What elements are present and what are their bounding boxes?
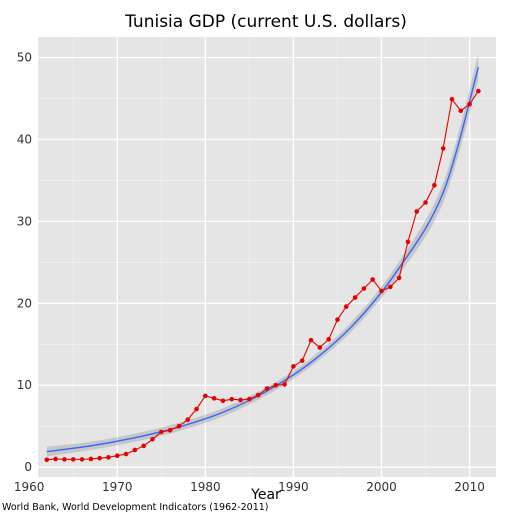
observed-point — [370, 277, 375, 282]
source-caption: World Bank, World Development Indicators… — [2, 502, 269, 512]
observed-point — [379, 288, 384, 294]
observed-point — [203, 393, 208, 399]
observed-point — [467, 101, 472, 107]
observed-point — [114, 453, 120, 458]
x-tick-label: 2000 — [366, 480, 397, 494]
observed-point — [396, 275, 402, 281]
y-tick-label: 40 — [17, 132, 32, 146]
observed-point — [106, 455, 111, 460]
y-tick-label: 50 — [17, 50, 32, 64]
observed-point — [123, 451, 129, 457]
observed-point — [229, 396, 235, 402]
x-axis-ticks: 1960 1970 1980 1990 2000 2010 — [14, 480, 485, 494]
observed-point — [388, 284, 393, 290]
fit-line — [46, 67, 480, 453]
observed-point — [150, 437, 155, 442]
observed-point — [62, 457, 67, 462]
observed-point — [176, 423, 182, 429]
fit-line-layer — [46, 67, 480, 453]
observed-point — [273, 382, 279, 388]
observed-point — [53, 456, 58, 462]
x-tick-label: 1980 — [190, 480, 221, 494]
observed-point — [405, 239, 411, 245]
observed-point — [97, 455, 102, 461]
observed-point — [220, 398, 226, 404]
observed-point — [238, 397, 243, 403]
minor-gridlines — [38, 37, 496, 477]
observed-point — [159, 429, 164, 435]
chart-title: Tunisia GDP (current U.S. dollars) — [124, 12, 407, 32]
observed-series-layer — [44, 88, 481, 463]
observed-point — [317, 345, 323, 350]
y-tick-label: 20 — [17, 296, 32, 310]
observed-point — [449, 96, 455, 102]
observed-point — [132, 447, 138, 453]
y-axis-ticks: 0 10 20 30 40 50 — [17, 50, 32, 474]
x-axis-label: Year — [250, 487, 281, 503]
observed-point — [88, 456, 94, 462]
observed-point — [440, 146, 446, 151]
plot-panel — [38, 37, 496, 477]
x-tick-label: 1970 — [102, 480, 133, 494]
observed-point — [414, 209, 420, 214]
observed-point — [255, 392, 261, 398]
observed-point — [458, 108, 464, 114]
observed-point — [423, 200, 428, 205]
observed-point — [44, 457, 50, 463]
y-tick-label: 0 — [24, 460, 32, 474]
observed-point — [361, 286, 367, 291]
observed-point — [352, 295, 358, 300]
observed-point — [282, 382, 287, 387]
observed-point — [335, 317, 340, 322]
y-tick-label: 30 — [17, 214, 32, 228]
observed-point — [70, 457, 76, 462]
observed-point — [211, 396, 217, 401]
observed-point — [476, 88, 481, 94]
x-tick-label: 1960 — [14, 480, 45, 494]
observed-point — [299, 358, 305, 363]
observed-point — [308, 337, 314, 343]
observed-point — [343, 304, 349, 309]
x-tick-label: 1990 — [278, 480, 309, 494]
observed-point — [432, 183, 437, 188]
observed-point — [194, 406, 199, 412]
observed-point — [247, 396, 252, 402]
observed-point — [167, 427, 173, 433]
observed-point — [326, 337, 331, 342]
observed-point — [185, 417, 191, 422]
observed-point — [79, 457, 85, 462]
major-gridlines — [38, 37, 496, 477]
observed-point — [264, 386, 270, 391]
y-tick-label: 10 — [17, 378, 32, 392]
observed-point — [291, 364, 296, 369]
observed-point — [141, 443, 146, 449]
x-tick-label: 2010 — [454, 480, 485, 494]
